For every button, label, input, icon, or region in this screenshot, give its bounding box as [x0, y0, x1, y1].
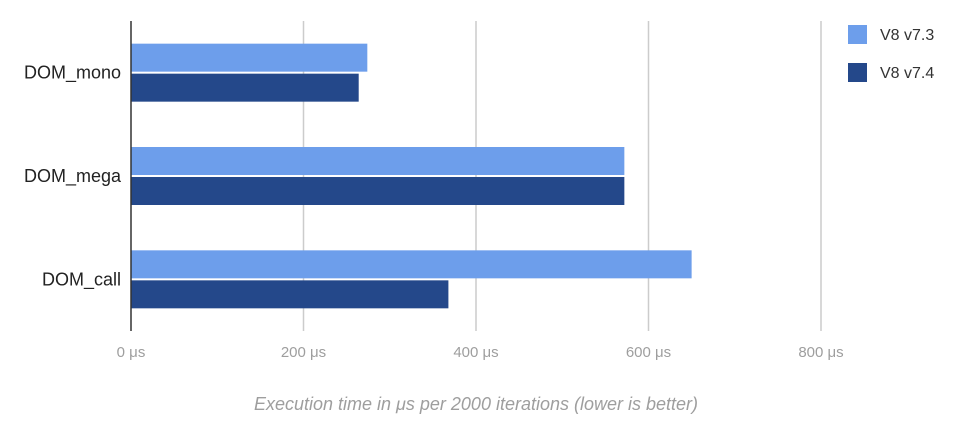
- x-tick-label: 400 μs: [453, 344, 498, 361]
- bar-dom-mega-series-1: [131, 147, 625, 175]
- category-labels: DOM_mono DOM_mega DOM_call: [24, 63, 122, 291]
- category-label: DOM_mega: [24, 166, 122, 187]
- bar-dom-mono-series-2: [131, 73, 359, 102]
- bar-dom-call-series-1: [131, 250, 692, 279]
- bar-dom-mono-series-1: [131, 43, 368, 72]
- legend-swatch: [848, 63, 867, 82]
- x-tick-label: 600 μs: [626, 344, 671, 361]
- x-axis-title: Execution time in μs per 2000 iterations…: [254, 394, 698, 414]
- bars: [131, 43, 692, 309]
- legend: V8 v7.3 V8 v7.4: [848, 25, 934, 82]
- gridlines: [302, 21, 822, 331]
- x-tick-label: 0 μs: [117, 344, 146, 361]
- category-label: DOM_call: [42, 269, 121, 290]
- bar-dom-call-series-2: [131, 280, 449, 309]
- category-label: DOM_mono: [24, 63, 121, 84]
- x-tick-label: 800 μs: [798, 344, 843, 361]
- x-tick-label: 200 μs: [281, 344, 326, 361]
- legend-label: V8 v7.3: [880, 27, 934, 44]
- x-tick-labels: 0 μs 200 μs 400 μs 600 μs 800 μs: [117, 344, 844, 361]
- bar-dom-mega-series-2: [131, 177, 625, 205]
- legend-label: V8 v7.4: [880, 65, 934, 82]
- legend-swatch: [848, 25, 867, 44]
